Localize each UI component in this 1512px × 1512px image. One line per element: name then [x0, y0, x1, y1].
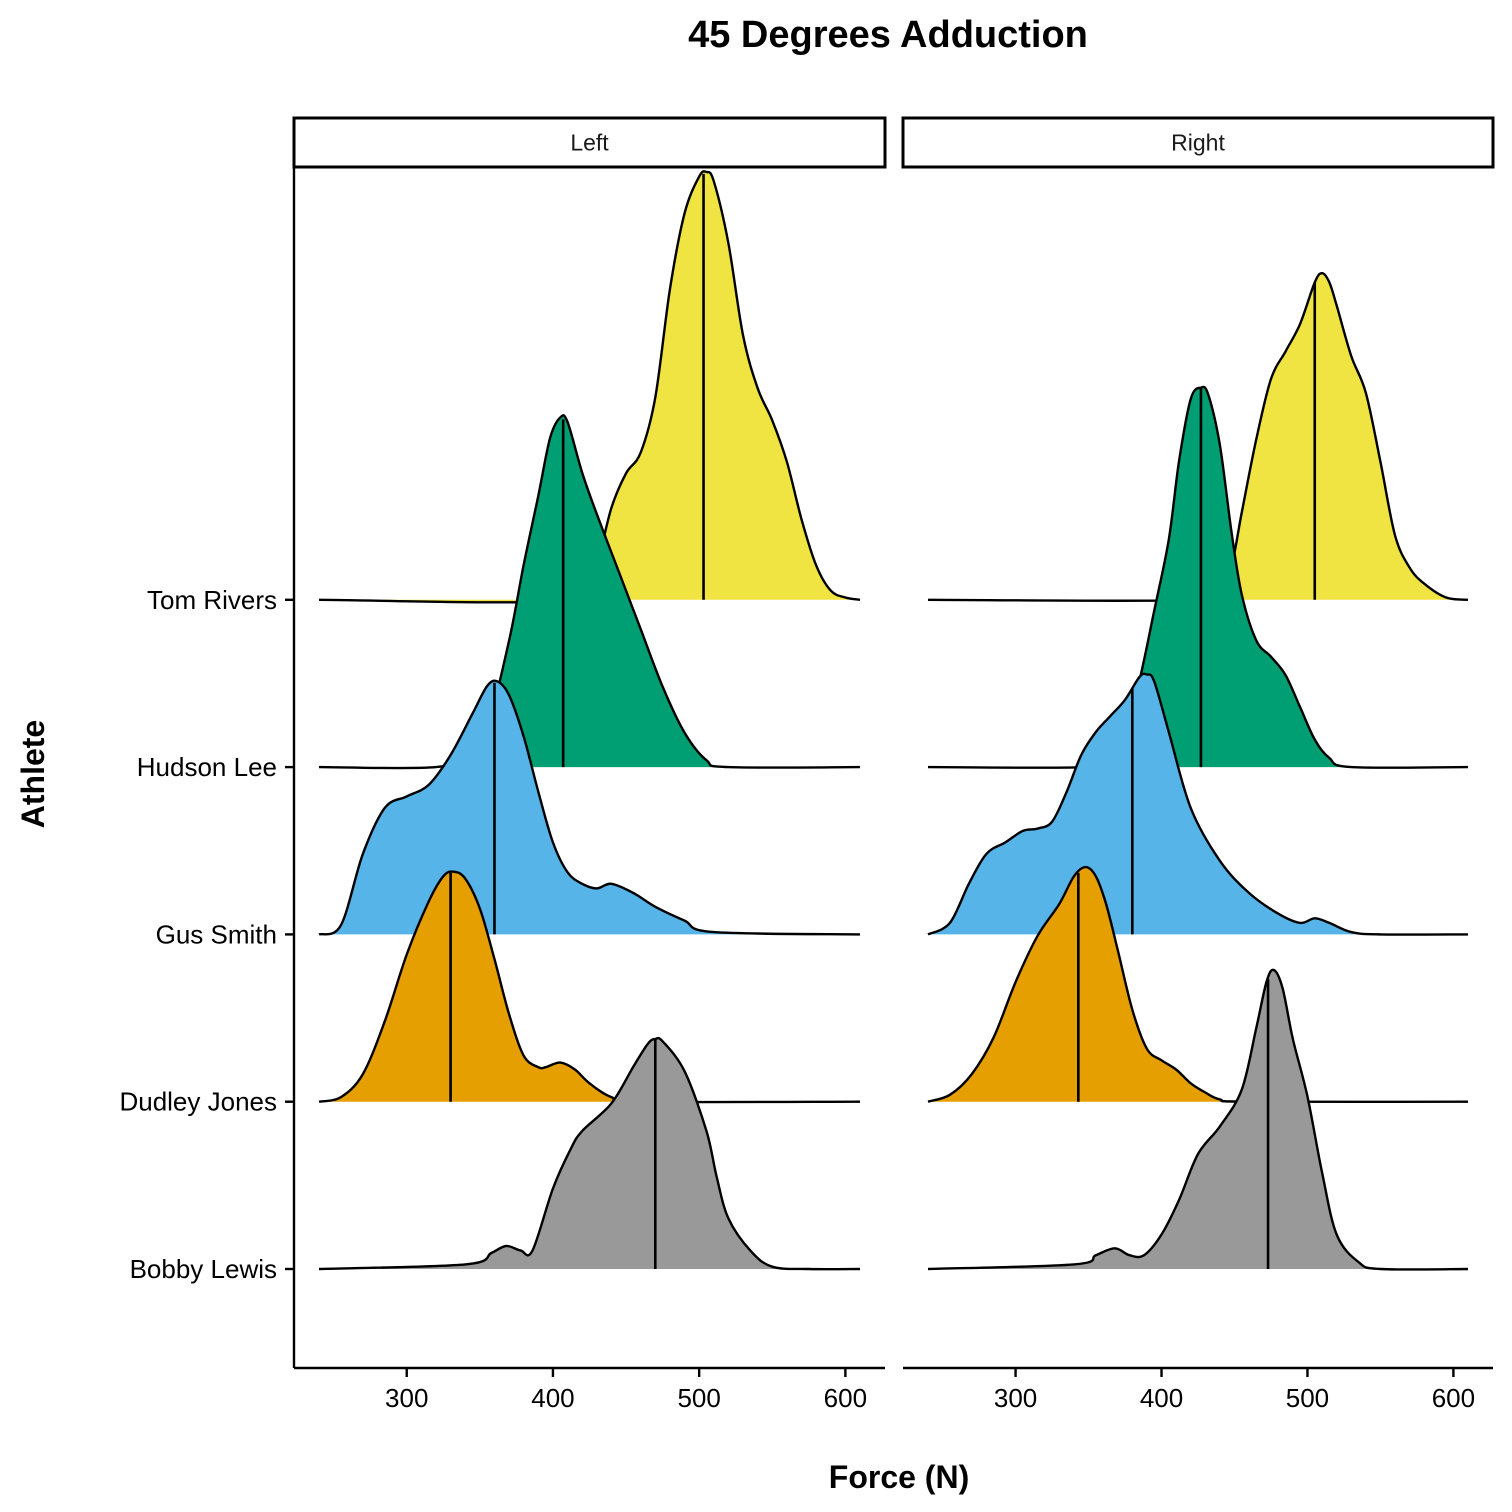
ridge-group-left-dudley-jones	[318, 870, 861, 1104]
x-tick-label-left-600: 600	[824, 1383, 867, 1413]
ridge-fill-right-hudson-lee	[928, 386, 1468, 768]
ridge-group-right-bobby-lewis	[927, 968, 1469, 1271]
y-tick-label-tom-rivers: Tom Rivers	[147, 585, 277, 615]
x-tick-label-left-400: 400	[531, 1383, 574, 1413]
ridge-outline-left-gus-smith	[318, 679, 861, 936]
y-tick-label-hudson-lee: Hudson Lee	[137, 752, 277, 782]
x-tick-label-right-600: 600	[1432, 1383, 1475, 1413]
ridge-outline-left-dudley-jones	[318, 870, 861, 1104]
facet-right: Right 300 400 500 600	[901, 116, 1495, 1413]
y-axis-title: Athlete	[15, 720, 51, 828]
x-tick-label-right-400: 400	[1140, 1383, 1183, 1413]
ridge-outline-right-gus-smith	[927, 672, 1469, 936]
facet-strip-right	[901, 116, 1495, 169]
x-tick-label-left-300: 300	[385, 1383, 428, 1413]
x-tick-label-right-300: 300	[994, 1383, 1037, 1413]
ridge-fill-right-tom-rivers	[928, 273, 1468, 601]
ridge-fill-left-hudson-lee	[319, 415, 860, 769]
facet-label-left: Left	[570, 130, 609, 156]
ridge-group-left-bobby-lewis	[318, 1036, 861, 1271]
y-tick-label-dudley-jones: Dudley Jones	[119, 1087, 277, 1117]
facet-label-right: Right	[1171, 130, 1225, 156]
ridge-outline-right-bobby-lewis	[927, 968, 1469, 1271]
y-tick-label-bobby-lewis: Bobby Lewis	[130, 1254, 277, 1284]
ridge-outline-left-tom-rivers	[318, 170, 861, 604]
facet-strip-left	[292, 116, 887, 169]
x-axis-title: Force (N)	[829, 1459, 969, 1495]
ridge-fill-left-dudley-jones	[319, 871, 860, 1103]
chart-title: 45 Degrees Adduction	[688, 14, 1088, 56]
ridge-group-right-gus-smith	[927, 672, 1469, 936]
facet-left: Left 300 400 500 600	[292, 116, 887, 1413]
y-tick-label-gus-smith: Gus Smith	[156, 919, 277, 949]
ridge-outline-left-bobby-lewis	[318, 1036, 861, 1271]
x-tick-label-right-500: 500	[1286, 1383, 1329, 1413]
ridge-group-right-dudley-jones	[927, 865, 1469, 1104]
ridge-fill-right-bobby-lewis	[928, 969, 1468, 1270]
ridge-group-left-tom-rivers	[318, 170, 861, 604]
x-tick-label-left-500: 500	[677, 1383, 720, 1413]
ridge-fill-left-tom-rivers	[319, 171, 860, 603]
ridge-fill-right-gus-smith	[928, 673, 1468, 935]
ridge-outline-right-dudley-jones	[927, 865, 1469, 1104]
ridge-fill-right-dudley-jones	[928, 867, 1468, 1102]
